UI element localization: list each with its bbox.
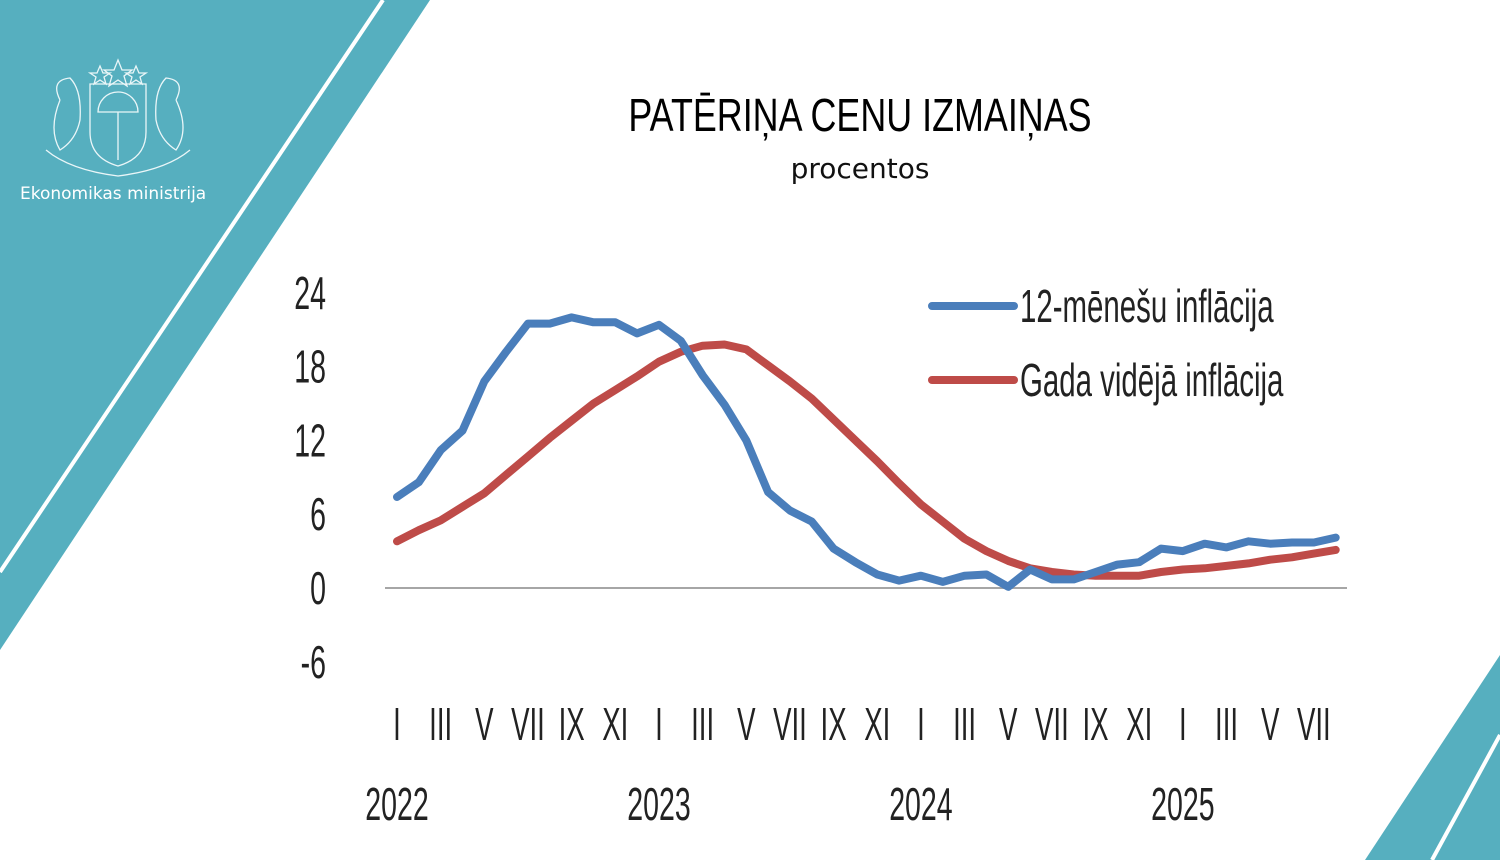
- x-month-label: I: [917, 700, 925, 751]
- y-tick-label: 24: [294, 268, 326, 320]
- x-month-label: VII: [1035, 700, 1069, 751]
- x-month-label: XI: [1126, 700, 1152, 751]
- x-month-label: I: [1179, 700, 1187, 751]
- chart-subtitle: procentos: [790, 152, 930, 185]
- x-month-label: V: [1261, 700, 1280, 751]
- x-month-label: XI: [602, 700, 628, 751]
- left-white-stripe: [0, 0, 385, 574]
- x-month-label: III: [953, 700, 976, 751]
- x-year-label: 2024: [889, 779, 952, 831]
- x-month-label: IX: [821, 700, 847, 751]
- x-month-label: VII: [773, 700, 807, 751]
- bottom-right-teal-panel: [1365, 655, 1500, 860]
- x-month-label: VII: [1297, 700, 1331, 751]
- legend-label: Gada vidējā inflācija: [1020, 356, 1284, 407]
- x-month-label: IX: [559, 700, 585, 751]
- x-year-label: 2025: [1151, 779, 1214, 831]
- x-month-label: III: [691, 700, 714, 751]
- y-tick-label: 12: [294, 416, 326, 468]
- series-line: [393, 313, 1340, 591]
- x-month-label: V: [999, 700, 1018, 751]
- x-month-label: V: [737, 700, 756, 751]
- series-line: [393, 340, 1340, 580]
- bottom-right-white-stripe: [1430, 734, 1500, 860]
- y-tick-label: -6: [301, 637, 326, 689]
- x-year-label: 2023: [627, 779, 690, 831]
- coat-of-arms-logo: [45, 58, 191, 177]
- x-month-label: VII: [511, 700, 545, 751]
- x-month-label: IX: [1083, 700, 1109, 751]
- x-month-label: V: [475, 700, 494, 751]
- y-tick-label: 6: [310, 489, 326, 541]
- legend-label: 12-mēnešu inflācija: [1020, 282, 1274, 333]
- y-tick-label: 0: [310, 563, 326, 615]
- y-tick-label: 18: [294, 342, 326, 394]
- x-month-label: I: [393, 700, 401, 751]
- x-year-label: 2022: [365, 779, 428, 831]
- brand-name: Ekonomikas ministrija: [20, 184, 207, 204]
- x-month-label: I: [655, 700, 663, 751]
- x-month-label: XI: [864, 700, 890, 751]
- x-month-label: III: [429, 700, 452, 751]
- chart-title: PATĒRIŅA CENU IZMAIŅAS: [628, 89, 1092, 141]
- x-month-label: III: [1215, 700, 1238, 751]
